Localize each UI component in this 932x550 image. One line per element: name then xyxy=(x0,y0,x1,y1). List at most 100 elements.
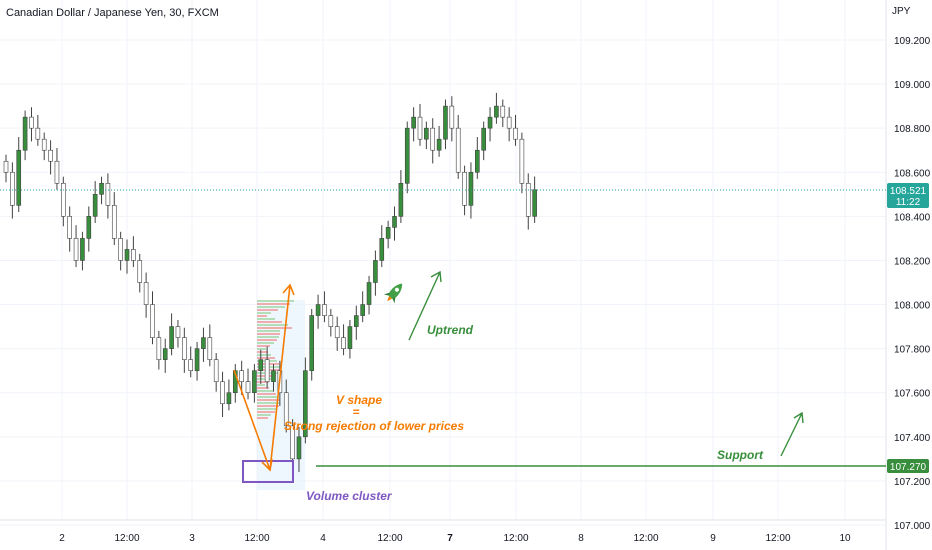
price-tick-label: 108.000 xyxy=(894,301,931,312)
volume-profile-bar xyxy=(257,354,271,356)
volume-profile-bar xyxy=(257,324,288,326)
candle-up xyxy=(99,182,104,195)
time-tick-label: 12:00 xyxy=(114,533,139,544)
price-tick-label: 107.800 xyxy=(894,345,931,356)
candle-down xyxy=(341,337,346,349)
time-tick-label: 12:00 xyxy=(765,533,790,544)
volume-profile-bar xyxy=(257,306,285,308)
volume-profile-bar xyxy=(257,381,269,383)
volume-profile-bar xyxy=(257,414,271,416)
support-label: Support xyxy=(717,448,764,462)
candle-down xyxy=(35,127,41,140)
candle-down xyxy=(182,337,187,360)
price-tick-label: 107.600 xyxy=(894,389,931,400)
candle-down xyxy=(29,116,34,129)
volume-profile-bar xyxy=(257,399,280,401)
volume-profile-bar xyxy=(257,330,280,332)
time-tick-label: 12:00 xyxy=(377,533,402,544)
candle-up xyxy=(226,392,232,405)
price-tick-label: 107.400 xyxy=(894,433,931,444)
candle-up xyxy=(373,260,378,283)
time-tick-label: 9 xyxy=(710,533,716,544)
candle-down xyxy=(245,381,251,394)
volume-profile-bar xyxy=(257,321,282,323)
volume-profile-bar xyxy=(257,357,275,359)
candle-down xyxy=(334,326,340,338)
candle-up xyxy=(468,171,474,206)
volume-profile-bar xyxy=(257,318,275,320)
candle-up xyxy=(487,116,493,129)
candle-down xyxy=(207,337,213,360)
price-tick-label: 108.400 xyxy=(894,212,931,223)
price-tick-label: 109.200 xyxy=(894,36,931,47)
candle-down xyxy=(67,216,72,239)
volume-profile-bar xyxy=(257,315,267,317)
candle-down xyxy=(118,238,123,261)
candle-up xyxy=(194,348,200,371)
chart-title: Canadian Dollar / Japanese Yen, 30, FXCM xyxy=(6,7,219,19)
price-axis[interactable]: 109.200 109.000 108.800 108.600 108.400 108.2… xyxy=(894,36,931,532)
candle-down xyxy=(328,315,334,327)
v-shape-equals: = xyxy=(352,405,359,419)
candle-down xyxy=(137,260,143,283)
candle-down xyxy=(264,359,270,383)
candle-up xyxy=(169,326,174,349)
candle-down xyxy=(322,304,327,316)
candle-down xyxy=(156,337,162,360)
volume-profile-bar xyxy=(257,351,268,353)
volume-profile-bar xyxy=(257,309,278,311)
candle-down xyxy=(10,171,15,206)
candle-down xyxy=(150,304,155,338)
candle-up xyxy=(424,127,429,140)
volume-profile-bar xyxy=(257,411,275,413)
candle-down xyxy=(54,160,60,184)
time-tick-label: 12:00 xyxy=(633,533,658,544)
candle-down xyxy=(48,149,53,162)
time-axis[interactable]: 2 12:00 3 12:00 4 12:00 7 12:00 8 12:00 9 12:00 10 xyxy=(59,533,851,544)
candles xyxy=(3,92,537,473)
candle-up xyxy=(92,194,98,217)
time-tick-label: 10 xyxy=(839,533,851,544)
volume-profile-bar xyxy=(257,333,280,335)
candle-down xyxy=(519,138,525,184)
candle-down xyxy=(143,282,149,305)
candle-up xyxy=(347,326,353,349)
candle-down xyxy=(105,182,111,206)
v-shape-label: V shape xyxy=(336,393,382,407)
candle-up xyxy=(124,249,130,261)
price-tick-label: 108.200 xyxy=(894,256,931,267)
volume-profile-bar xyxy=(257,342,274,344)
candle-up xyxy=(532,189,537,217)
candle-down xyxy=(188,359,194,371)
v-shape-arrows xyxy=(233,283,295,472)
time-tick-label: 12:00 xyxy=(503,533,528,544)
candle-down xyxy=(417,116,423,140)
candle-up xyxy=(353,315,359,327)
candle-up xyxy=(392,216,397,228)
rejection-label: Strong rejection of lower prices xyxy=(284,419,464,433)
candle-down xyxy=(131,249,136,261)
countdown-value: 11:22 xyxy=(896,197,921,208)
candle-down xyxy=(449,105,455,129)
price-tick-label: 108.800 xyxy=(894,124,931,135)
support-price-value: 107.270 xyxy=(890,462,927,473)
candle-up xyxy=(315,304,321,316)
candle-up xyxy=(398,182,404,217)
volume-profile-bar xyxy=(257,390,273,392)
time-tick-label: 12:00 xyxy=(244,533,269,544)
volume-profile-bar xyxy=(257,336,279,338)
volume-cluster-box xyxy=(242,460,294,483)
candle-up xyxy=(404,127,410,184)
candle-down xyxy=(239,370,244,383)
support-arrow xyxy=(780,411,804,457)
candle-down xyxy=(455,127,461,173)
candle-up xyxy=(366,282,372,305)
candle-up xyxy=(86,216,92,239)
candle-down xyxy=(283,392,289,427)
candle-down xyxy=(290,425,295,460)
volume-profile-bar xyxy=(257,402,280,404)
support-price-badge: 107.270 xyxy=(887,459,929,473)
volume-profile-bar xyxy=(257,348,266,350)
candle-down xyxy=(525,182,531,217)
